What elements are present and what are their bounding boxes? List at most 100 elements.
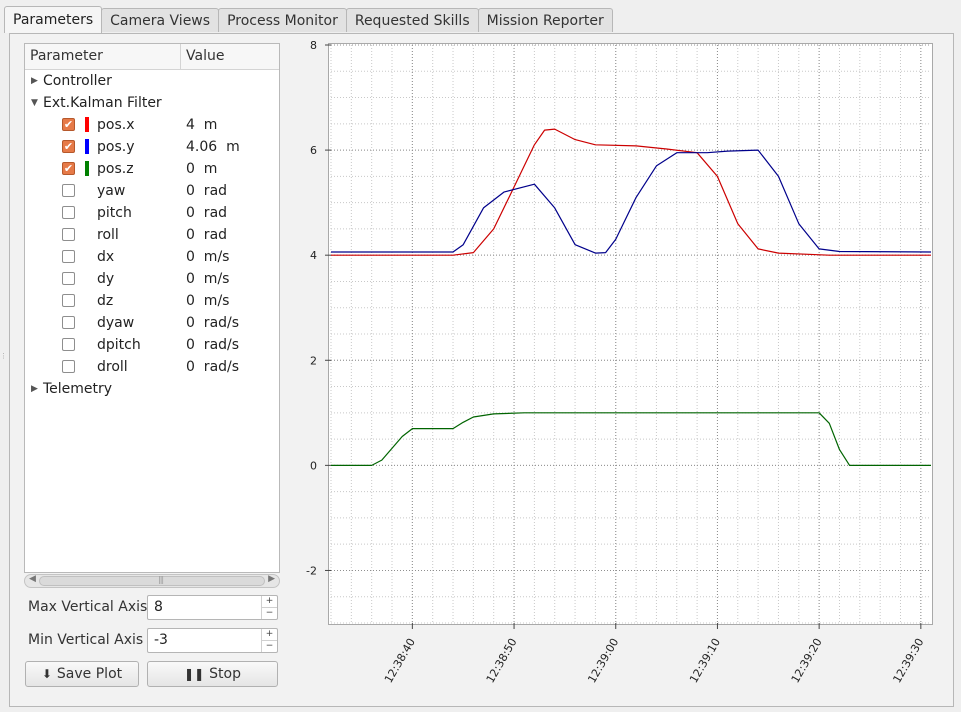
param-value: 0 rad [186,227,228,243]
param-name: pos.x [97,117,135,133]
decrement-icon[interactable]: − [265,608,274,618]
series-line-2 [331,412,931,466]
column-header-parameter[interactable]: Parameter [25,44,181,69]
tab-mission-reporter[interactable]: Mission Reporter [477,8,613,32]
tab-bar: Parameters Camera Views Process Monitor … [4,6,613,33]
y-tick-label: 2 [310,354,317,367]
param-name: pitch [97,205,132,221]
param-name: dx [97,249,115,265]
param-value: 0 m/s [186,293,230,309]
param-checkbox[interactable] [62,250,75,263]
expand-arrow-icon[interactable]: ▶ [31,76,38,86]
param-checkbox[interactable] [62,206,75,219]
increment-icon[interactable]: + [262,596,277,608]
tab-requested-skills[interactable]: Requested Skills [345,8,479,32]
param-name: yaw [97,183,126,199]
download-icon: ⬇ [41,667,52,681]
x-tick-label: 12:39:30 [890,636,926,685]
tree-group-ekf[interactable]: ▼ Ext.Kalman Filter [25,92,279,114]
param-value: 4.06 m [186,139,240,155]
column-header-value[interactable]: Value [186,48,225,64]
spin-buttons: + − [261,596,277,619]
param-row[interactable]: dyaw 0 rad/s [25,312,279,334]
param-value: 0 rad [186,205,228,221]
save-plot-button[interactable]: ⬇ Save Plot [25,661,139,687]
param-checkbox[interactable]: ✔ [62,118,75,131]
scrollbar-thumb[interactable]: ||| [39,575,265,586]
stop-button[interactable]: ❚❚ Stop [147,661,278,687]
y-tick-label: -2 [306,564,317,577]
param-row[interactable]: ✔ pos.z 0 m [25,158,279,180]
y-tick-label: 6 [310,144,317,157]
tab-parameters[interactable]: Parameters [4,6,103,33]
min-vertical-axis-label: Min Vertical Axis [28,632,144,648]
param-row[interactable]: ✔ pos.x 4 m [25,114,279,136]
decrement-icon[interactable]: − [265,641,274,651]
param-row[interactable]: yaw 0 rad [25,180,279,202]
save-plot-label: Save Plot [56,666,123,682]
group-label: Ext.Kalman Filter [43,95,162,111]
tree-group-controller[interactable]: ▶ Controller [25,70,279,92]
splitter-handle[interactable]: ⋮ [0,352,7,360]
param-value: 0 m/s [186,249,230,265]
max-vertical-axis-label: Max Vertical Axis [28,599,148,615]
stop-label: Stop [209,666,241,682]
param-name: roll [97,227,119,243]
param-checkbox[interactable] [62,338,75,351]
series-color-swatch [85,117,89,132]
param-row[interactable]: dy 0 m/s [25,268,279,290]
param-name: pos.y [97,139,135,155]
tab-process-monitor[interactable]: Process Monitor [218,8,347,32]
tab-camera-views[interactable]: Camera Views [101,8,220,32]
series-color-swatch [85,139,89,154]
param-value: 0 rad/s [186,315,240,331]
param-name: dpitch [97,337,141,353]
param-checkbox[interactable] [62,184,75,197]
min-vertical-axis-spinbox[interactable]: -3 + − [147,628,278,653]
y-tick-label: 8 [310,39,317,52]
tree-horizontal-scrollbar[interactable]: ◀ ||| ▶ [24,574,280,588]
param-row[interactable]: ✔ pos.y 4.06 m [25,136,279,158]
increment-icon[interactable]: + [262,629,277,641]
param-row[interactable]: dx 0 m/s [25,246,279,268]
series-color-swatch [85,161,89,176]
tree-header: Parameter Value [25,44,279,70]
param-value: 0 m [186,161,218,177]
pause-icon: ❚❚ [184,667,205,681]
param-value: 0 rad/s [186,359,240,375]
param-checkbox[interactable] [62,228,75,241]
scroll-right-icon[interactable]: ▶ [268,574,275,584]
param-checkbox[interactable] [62,294,75,307]
x-tick-label: 12:38:40 [382,636,418,685]
y-tick-label: 4 [310,249,317,262]
group-label: Controller [43,73,112,89]
param-row[interactable]: dz 0 m/s [25,290,279,312]
param-checkbox[interactable] [62,360,75,373]
x-tick-label: 12:38:50 [484,636,520,685]
x-tick-label: 12:39:00 [585,636,621,685]
collapse-arrow-icon[interactable]: ▼ [31,98,38,108]
param-name: droll [97,359,128,375]
param-value: 4 m [186,117,218,133]
param-row[interactable]: roll 0 rad [25,224,279,246]
param-row[interactable]: dpitch 0 rad/s [25,334,279,356]
param-checkbox[interactable] [62,316,75,329]
max-vertical-axis-spinbox[interactable]: 8 + − [147,595,278,620]
param-checkbox[interactable]: ✔ [62,162,75,175]
x-tick-label: 12:39:20 [789,636,825,685]
tree-group-telemetry[interactable]: ▶ Telemetry [25,378,279,400]
scroll-left-icon[interactable]: ◀ [29,574,36,584]
min-vertical-axis-value[interactable]: -3 [154,632,168,648]
param-value: 0 m/s [186,271,230,287]
param-value: 0 rad/s [186,337,240,353]
param-checkbox[interactable] [62,272,75,285]
param-name: dyaw [97,315,135,331]
spin-buttons: + − [261,629,277,652]
max-vertical-axis-value[interactable]: 8 [154,599,163,615]
param-value: 0 rad [186,183,228,199]
param-row[interactable]: droll 0 rad/s [25,356,279,378]
expand-arrow-icon[interactable]: ▶ [31,384,38,394]
param-row[interactable]: pitch 0 rad [25,202,279,224]
param-checkbox[interactable]: ✔ [62,140,75,153]
